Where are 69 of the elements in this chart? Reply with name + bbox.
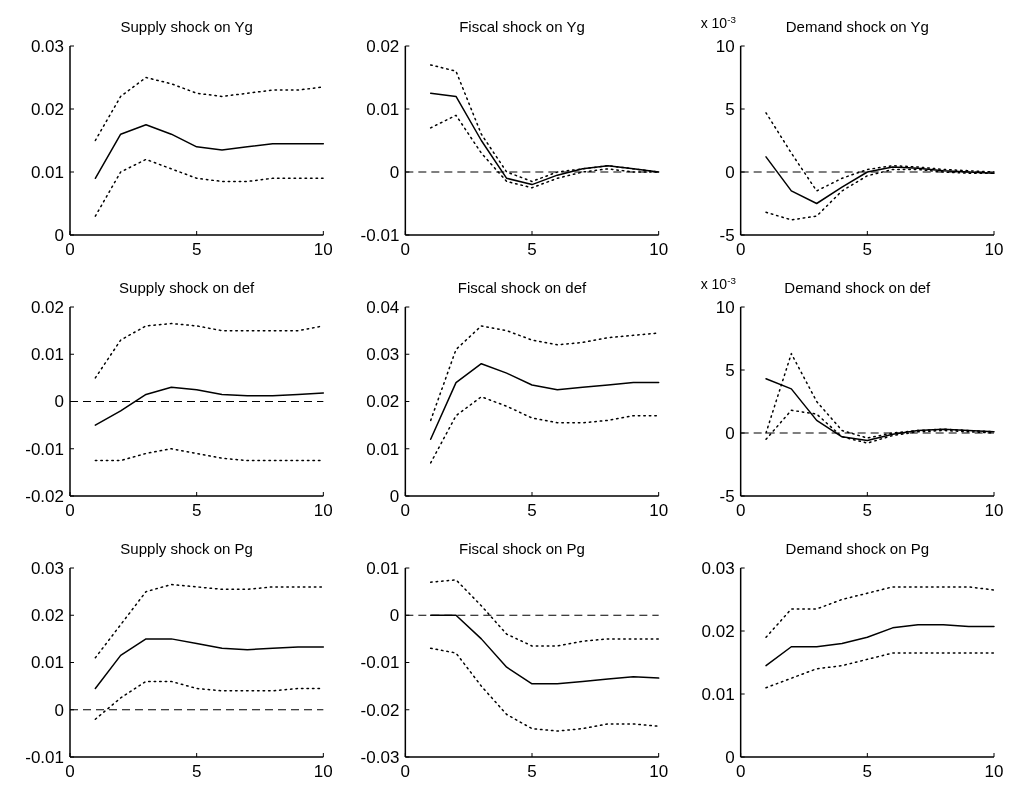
y-tick-label: 0 — [725, 162, 735, 182]
x-tick-label: 5 — [191, 501, 202, 520]
y-tick-label: 0 — [389, 606, 400, 626]
x-tick-label: 5 — [527, 762, 537, 781]
y-tick-label: 0.01 — [30, 345, 64, 365]
y-tick-label: 0.01 — [366, 99, 400, 119]
y-tick-label: -0.03 — [360, 747, 400, 767]
chart-title: Supply shock on Pg — [120, 540, 253, 557]
x-tick-label: 10 — [649, 762, 669, 781]
y-tick-label: 0.02 — [366, 392, 400, 412]
y-tick-label: 0 — [725, 747, 735, 767]
y-tick-label: -0.02 — [360, 700, 400, 720]
x-tick-label: 10 — [313, 240, 333, 259]
chart-title: Demand shock on Pg — [785, 540, 930, 557]
x-tick-label: 10 — [649, 501, 669, 520]
y-tick-label: 0 — [725, 423, 735, 443]
y-tick-label: 0.01 — [30, 162, 64, 182]
y-tick-label: 0.01 — [366, 558, 400, 578]
y-tick-label: 0 — [54, 392, 64, 412]
x-tick-label: 5 — [862, 240, 873, 259]
chart-title: Fiscal shock on Pg — [459, 540, 585, 557]
y-tick-label: -0.01 — [360, 225, 400, 245]
y-tick-label: 0.01 — [701, 684, 735, 704]
x-tick-label: 10 — [984, 240, 1004, 259]
x-tick-label: 10 — [984, 501, 1004, 520]
x-tick-label: 5 — [862, 762, 873, 781]
x-tick-label: 5 — [527, 240, 537, 259]
x-tick-label: 5 — [527, 501, 537, 520]
y-tick-label: 10 — [715, 297, 735, 317]
chart-title: Demand shock on def — [784, 279, 932, 296]
chart-title: Supply shock on def — [119, 279, 256, 296]
y-tick-label: 0.01 — [366, 439, 400, 459]
y-tick-label: 0 — [389, 162, 400, 182]
y-tick-label: -0.01 — [25, 747, 64, 767]
y-tick-label: 0.02 — [30, 99, 64, 119]
y-tick-label: 0.02 — [366, 36, 400, 56]
y-tick-label: 0.04 — [366, 297, 400, 317]
x-tick-label: 10 — [313, 501, 333, 520]
chart-title: Fiscal shock on def — [457, 279, 588, 296]
x-tick-label: 10 — [984, 762, 1004, 781]
y-tick-label: 0.03 — [701, 558, 735, 578]
chart-title: Supply shock on Yg — [120, 18, 253, 35]
y-tick-label: 0.02 — [701, 621, 735, 641]
y-tick-label: 0.02 — [30, 606, 64, 626]
y-tick-label: 0.01 — [30, 653, 64, 673]
y-tick-label: -0.01 — [25, 439, 64, 459]
y-tick-label: 5 — [725, 360, 735, 380]
y-tick-label: 0.03 — [30, 558, 64, 578]
x-tick-label: 10 — [649, 240, 669, 259]
text: x 10$^{-3}$ — [700, 274, 737, 292]
text: x 10$^{-3}$ — [700, 13, 737, 31]
y-tick-label: 0 — [389, 486, 400, 506]
y-tick-label: -0.01 — [360, 653, 400, 673]
x-tick-label: 5 — [191, 762, 202, 781]
y-tick-label: 10 — [715, 36, 735, 56]
y-tick-label: 0 — [54, 700, 64, 720]
y-tick-label: 0.03 — [30, 36, 64, 56]
y-tick-label: 0.02 — [30, 297, 64, 317]
chart-title: Fiscal shock on Yg — [459, 18, 585, 35]
y-tick-label: -5 — [719, 225, 735, 245]
y-tick-label: 0 — [54, 225, 64, 245]
x-tick-label: 10 — [313, 762, 333, 781]
x-tick-label: 5 — [862, 501, 873, 520]
x-tick-label: 5 — [191, 240, 202, 259]
y-tick-label: -5 — [719, 486, 735, 506]
y-tick-label: -0.02 — [25, 486, 64, 506]
y-tick-label: 5 — [725, 99, 735, 119]
y-tick-label: 0.03 — [366, 345, 400, 365]
chart-title: Demand shock on Yg — [785, 18, 929, 35]
